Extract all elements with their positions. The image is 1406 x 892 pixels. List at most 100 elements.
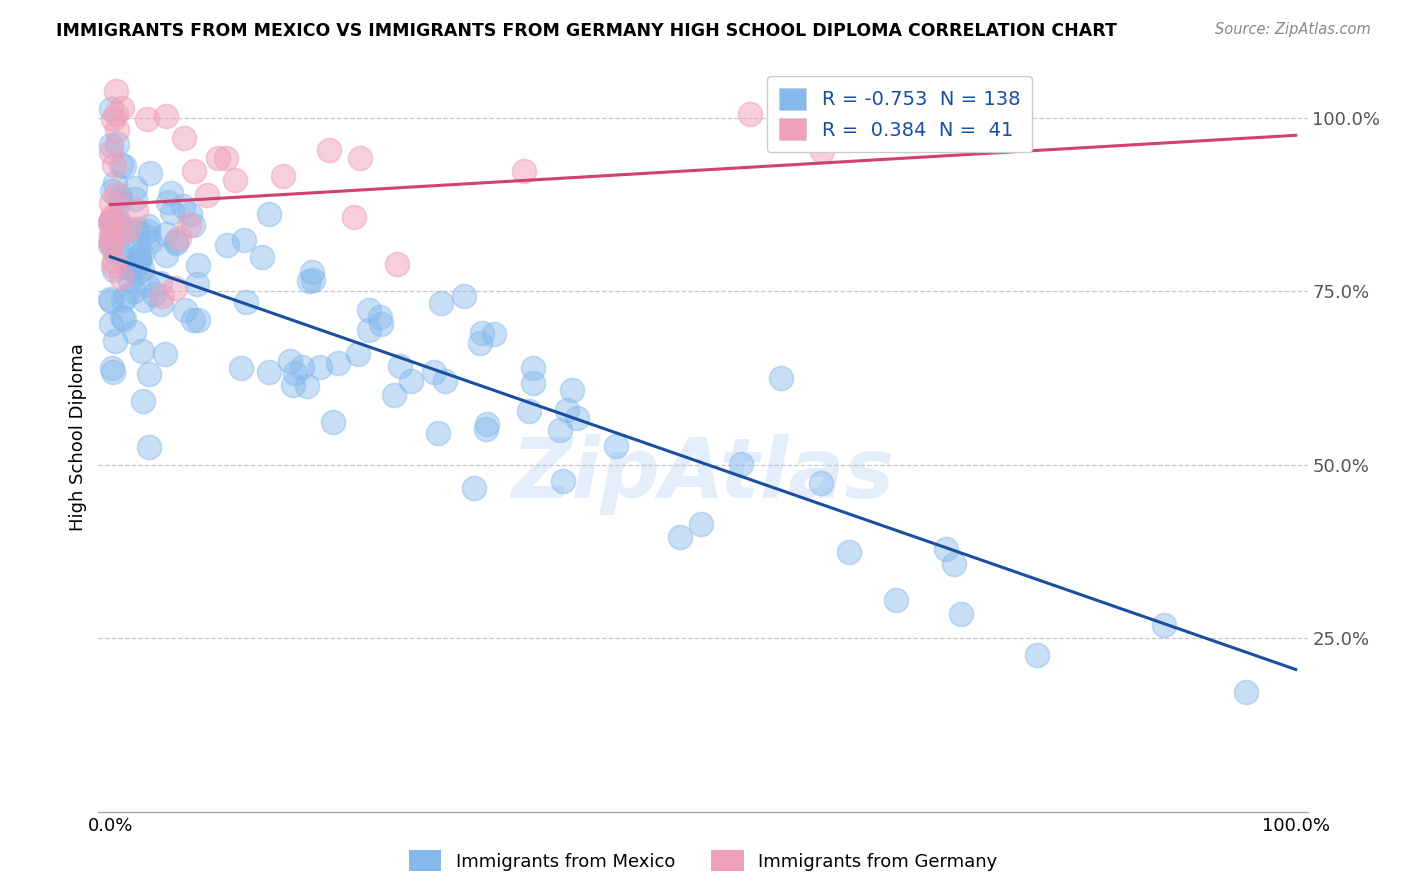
Point <box>131 247 153 261</box>
Point <box>512 163 534 178</box>
Point <box>298 274 321 288</box>
Point <box>769 371 792 385</box>
Point <box>159 186 181 200</box>
Point <box>150 297 173 311</box>
Point <box>103 112 125 127</box>
Point <box>112 159 135 173</box>
Point <box>555 402 578 417</box>
Point <box>605 439 627 453</box>
Point <box>471 326 494 341</box>
Point <box>100 215 122 229</box>
Point <box>475 421 498 435</box>
Point <box>143 286 166 301</box>
Point <box>482 326 505 341</box>
Point <box>155 248 177 262</box>
Point <box>388 359 411 374</box>
Point <box>156 195 179 210</box>
Point <box>101 184 124 198</box>
Point <box>357 322 380 336</box>
Point <box>689 517 711 532</box>
Point <box>935 542 957 557</box>
Point <box>103 263 125 277</box>
Point <box>111 310 134 324</box>
Point <box>108 194 131 209</box>
Point <box>118 221 141 235</box>
Point <box>423 365 446 379</box>
Point <box>100 317 122 331</box>
Text: ZipAtlas: ZipAtlas <box>512 434 894 515</box>
Point <box>382 388 405 402</box>
Point <box>103 244 125 259</box>
Point <box>132 393 155 408</box>
Point <box>155 227 177 242</box>
Point <box>100 138 122 153</box>
Point <box>118 273 141 287</box>
Point <box>103 253 125 268</box>
Point <box>165 234 187 248</box>
Point <box>104 176 127 190</box>
Point <box>252 250 274 264</box>
Point <box>301 265 323 279</box>
Point <box>942 558 965 572</box>
Point <box>118 260 141 275</box>
Point <box>105 84 128 98</box>
Point <box>125 225 148 239</box>
Point <box>291 359 314 374</box>
Point <box>105 186 128 201</box>
Point <box>131 261 153 276</box>
Point <box>433 374 456 388</box>
Point <box>110 269 132 284</box>
Point <box>368 310 391 324</box>
Point <box>548 423 571 437</box>
Point <box>326 356 349 370</box>
Point <box>105 215 128 229</box>
Point <box>125 202 148 217</box>
Point <box>183 164 205 178</box>
Point <box>167 230 190 244</box>
Point <box>181 313 204 327</box>
Point <box>150 289 173 303</box>
Point <box>104 334 127 348</box>
Point <box>115 289 138 303</box>
Point <box>838 545 860 559</box>
Point <box>100 145 122 160</box>
Point <box>1234 685 1257 699</box>
Point <box>427 426 450 441</box>
Point <box>669 530 692 544</box>
Point <box>127 255 149 269</box>
Point <box>233 233 256 247</box>
Point <box>271 169 294 183</box>
Point <box>811 145 834 159</box>
Point <box>174 302 197 317</box>
Point <box>949 607 972 621</box>
Legend: R = -0.753  N = 138, R =  0.384  N =  41: R = -0.753 N = 138, R = 0.384 N = 41 <box>768 76 1032 152</box>
Point <box>281 378 304 392</box>
Point <box>309 360 332 375</box>
Point <box>132 293 155 308</box>
Point <box>1025 648 1047 662</box>
Point <box>100 232 122 246</box>
Point <box>730 457 752 471</box>
Point <box>215 238 238 252</box>
Point <box>453 289 475 303</box>
Point <box>207 151 229 165</box>
Point <box>122 284 145 298</box>
Point <box>1153 618 1175 632</box>
Point <box>128 255 150 269</box>
Point <box>100 234 122 248</box>
Point <box>155 347 177 361</box>
Point <box>105 136 128 151</box>
Point <box>318 144 340 158</box>
Point <box>224 173 246 187</box>
Point <box>98 216 121 230</box>
Point <box>100 238 122 252</box>
Point <box>187 258 209 272</box>
Point <box>343 210 366 224</box>
Point <box>165 236 187 251</box>
Point <box>128 249 150 263</box>
Point <box>347 347 370 361</box>
Point <box>463 481 485 495</box>
Point <box>101 230 124 244</box>
Point <box>136 230 159 244</box>
Point <box>477 417 499 431</box>
